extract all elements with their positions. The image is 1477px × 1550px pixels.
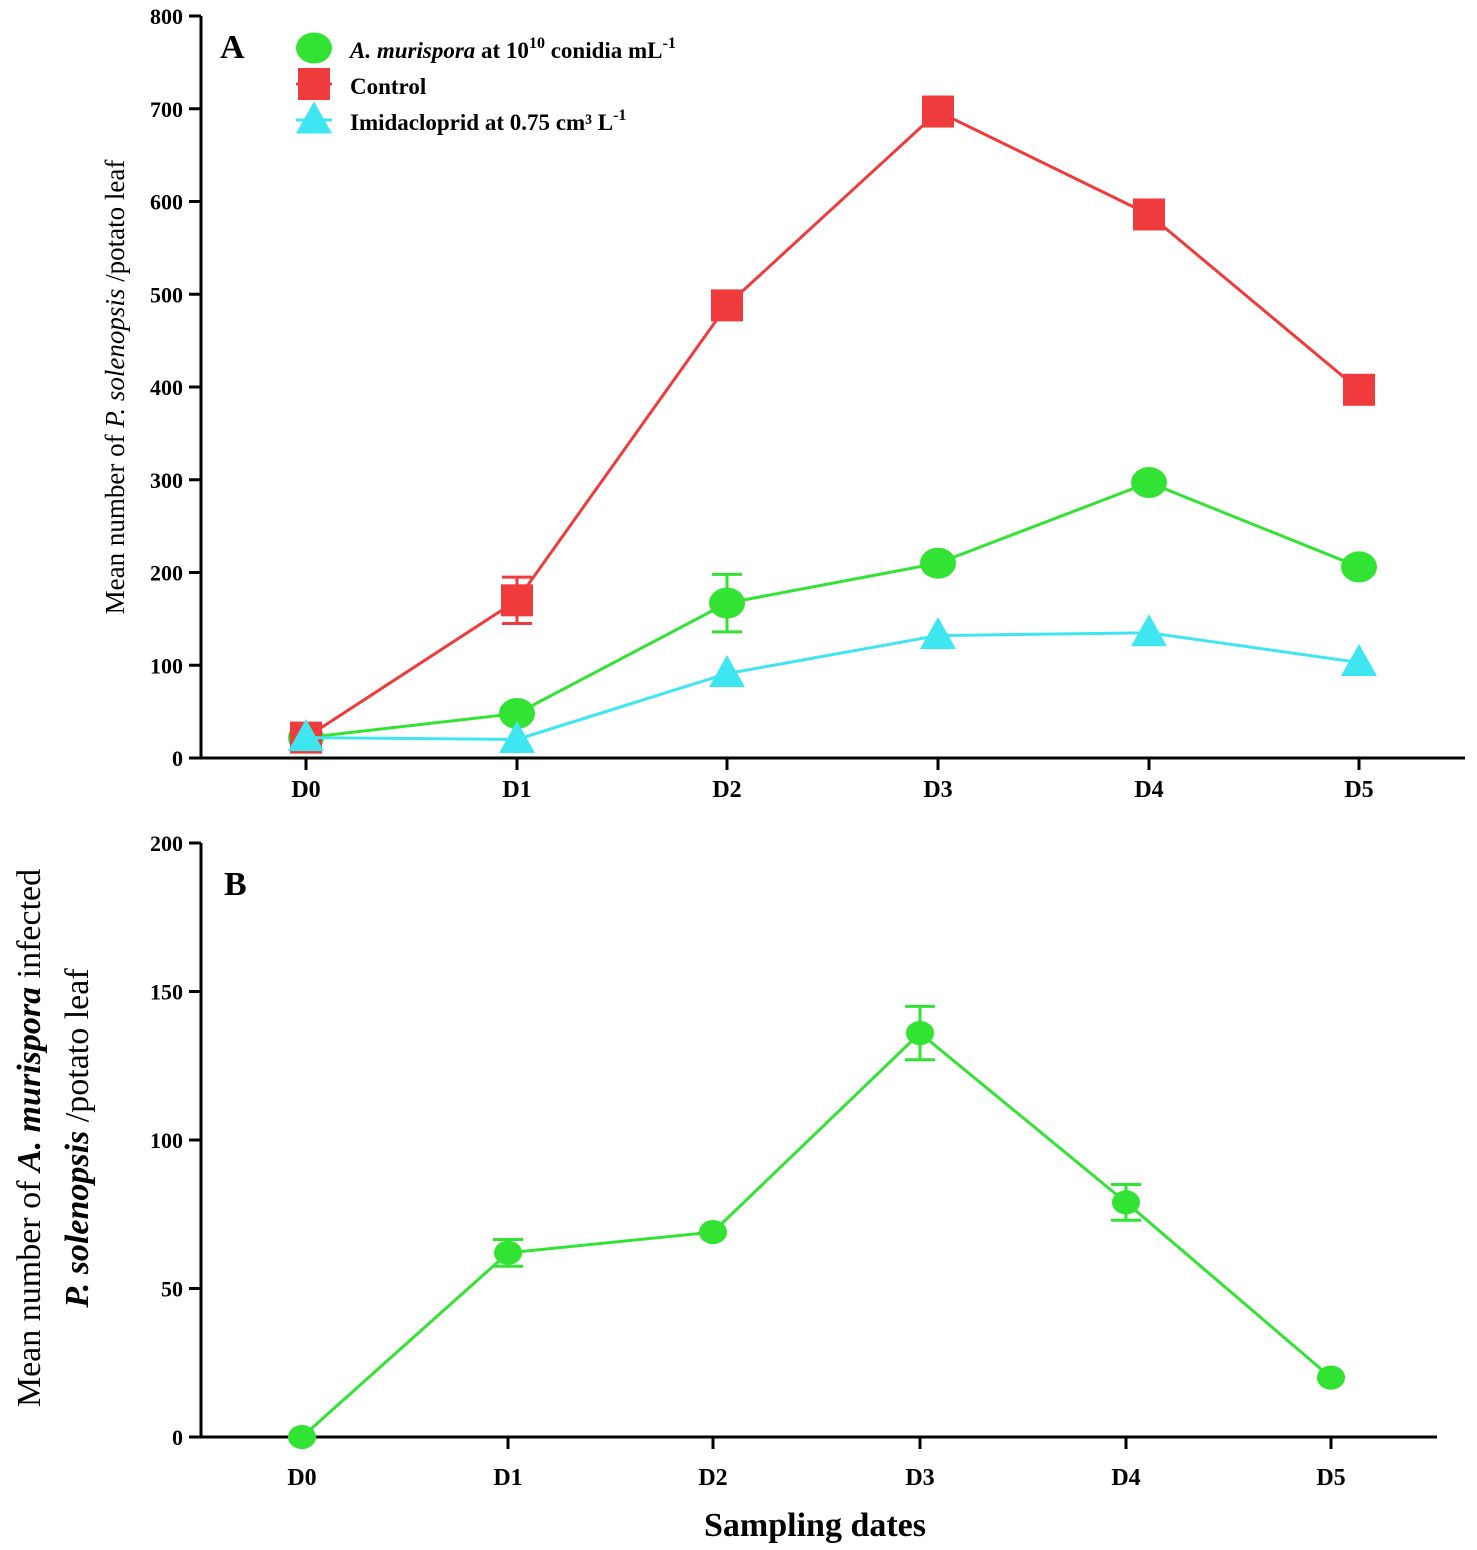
legend-label-amurispora: A. murispora at 1010 conidia mL-1 <box>348 35 676 63</box>
panel-b-point-infected <box>698 1219 728 1245</box>
panel-a-letter: A <box>220 29 245 66</box>
legend-label-sup: -1 <box>613 107 626 124</box>
panel-a-x-tick-label: D2 <box>712 777 741 803</box>
panel-a-series-line-amurispora <box>305 480 1360 740</box>
panel-a-chart: 0 100 200 300 400 500 600 700 800 D0 D1 D2 D3 D4 D5 A A.… <box>100 4 1465 803</box>
panel-a-y-axis-title-pre: Mean number of <box>100 428 130 615</box>
panel-a-series-line-control <box>305 109 1360 739</box>
panel-b-x-tick-label: D4 <box>1111 1465 1140 1491</box>
panel-a-y-tick-label: 300 <box>150 468 183 493</box>
legend-label-italic: A. murispora <box>348 38 475 63</box>
panel-b-y-axis-title-line1: Mean number of A. murispora infected <box>11 869 48 1407</box>
panel-b-y-tick-label: 100 <box>150 1128 183 1153</box>
panel-b-x-tick-label: D1 <box>493 1465 522 1491</box>
panel-b-x-tick-label: D3 <box>905 1465 934 1491</box>
legend-label-tail: conidia mL <box>545 38 663 63</box>
panel-b-x-tick-label: D2 <box>698 1465 727 1491</box>
panel-b-y-axis-title-pre: Mean number of <box>11 1172 48 1407</box>
panel-b-point-infected <box>1111 1190 1141 1215</box>
panel-b-series-line-infected <box>301 1031 1332 1439</box>
legend-label-text: Control <box>350 74 426 99</box>
panel-a-point-control <box>922 95 954 128</box>
panel-a-y-axis-title-italic: P. solenopsis <box>100 289 130 429</box>
panel-a-y-tick-label: 600 <box>150 190 183 215</box>
panel-a-y-axis-title-post: /potato leaf <box>100 160 130 289</box>
panel-a-point-imidacloprid <box>499 720 535 753</box>
panel-a-y-tick-label: 500 <box>150 282 183 307</box>
panel-b-x-tick-label: D5 <box>1316 1465 1345 1491</box>
panel-b-y-tick-label: 150 <box>150 980 183 1005</box>
panel-a-point-control <box>1343 373 1375 406</box>
panel-a-point-control <box>501 584 533 617</box>
panel-a-point-amurispora <box>1341 551 1377 583</box>
panel-b-point-infected <box>287 1424 317 1450</box>
panel-a-x-tick-label: D5 <box>1344 777 1373 803</box>
panel-a-y-tick-label: 800 <box>150 4 183 29</box>
panel-a-x-tick-label: D3 <box>923 777 952 803</box>
legend-marker-imidacloprid <box>296 101 332 134</box>
panel-a-y-tick-label: 400 <box>150 375 183 400</box>
panel-a-point-imidacloprid <box>1131 614 1167 647</box>
legend-label-sup: 10 <box>529 35 545 52</box>
panel-a-x-tick-label: D1 <box>502 777 531 803</box>
panel-a-y-tick-label: 100 <box>150 653 183 678</box>
panel-b-chart: 0 50 100 150 200 D0 D1 D2 D3 D4 D5 B Mean number of … <box>11 831 1437 1544</box>
panel-a-y-tick-label: 200 <box>150 561 183 586</box>
panel-b-y-axis-title-italic: P. solenopsis <box>59 1131 96 1309</box>
panel-b-letter: B <box>224 866 247 903</box>
legend-label-text: Imidacloprid at 0.75 cm³ L <box>350 110 613 135</box>
legend-label-imidacloprid: Imidacloprid at 0.75 cm³ L-1 <box>350 107 626 135</box>
panel-a-point-amurispora <box>499 697 535 729</box>
panel-a-y-tick-label: 700 <box>150 97 183 122</box>
legend-label-control: Control <box>350 74 426 99</box>
panel-a-point-amurispora <box>709 587 745 619</box>
panel-a-x-tick-label: D0 <box>291 777 320 803</box>
panel-b-y-tick-label: 0 <box>172 1425 183 1450</box>
panel-a-point-amurispora <box>1131 467 1167 499</box>
panel-b-x-tick-label: D0 <box>287 1465 316 1491</box>
panel-b-y-axis-title-post: /potato leaf <box>59 968 96 1131</box>
panel-b-x-axis-title: Sampling dates <box>704 1507 926 1544</box>
panel-b-y-axis-title-italic: A. murispora <box>11 987 48 1174</box>
panel-a-series-line-imidacloprid <box>305 631 1360 741</box>
panel-a-y-tick-label: 0 <box>172 746 183 771</box>
panel-a-x-tick-label: D4 <box>1134 777 1163 803</box>
panel-a-point-amurispora <box>920 547 956 579</box>
panel-a-point-imidacloprid <box>288 718 324 752</box>
legend-marker-amurispora <box>296 32 332 64</box>
panel-b-y-axis-title-line2: P. solenopsis /potato leaf <box>59 968 96 1309</box>
legend-marker-control <box>298 68 330 100</box>
legend-label-text: at 10 <box>475 38 529 63</box>
panel-a-y-axis-title: Mean number of P. solenopsis /potato lea… <box>100 160 130 615</box>
panel-b-y-tick-label: 200 <box>150 831 183 856</box>
panel-a-point-imidacloprid <box>920 616 956 650</box>
panel-b-y-axis-title-post: infected <box>11 869 48 987</box>
panel-a-point-control <box>711 289 743 322</box>
panel-b-point-infected <box>905 1020 935 1046</box>
panel-a-point-control <box>1133 198 1165 231</box>
panel-b-point-infected <box>493 1240 523 1265</box>
panel-b-y-tick-label: 50 <box>161 1277 183 1302</box>
legend-label-sup: -1 <box>663 35 676 52</box>
panel-b-point-infected <box>1316 1365 1346 1390</box>
panel-a-point-imidacloprid <box>709 654 745 688</box>
panel-a-point-imidacloprid <box>1341 643 1377 676</box>
